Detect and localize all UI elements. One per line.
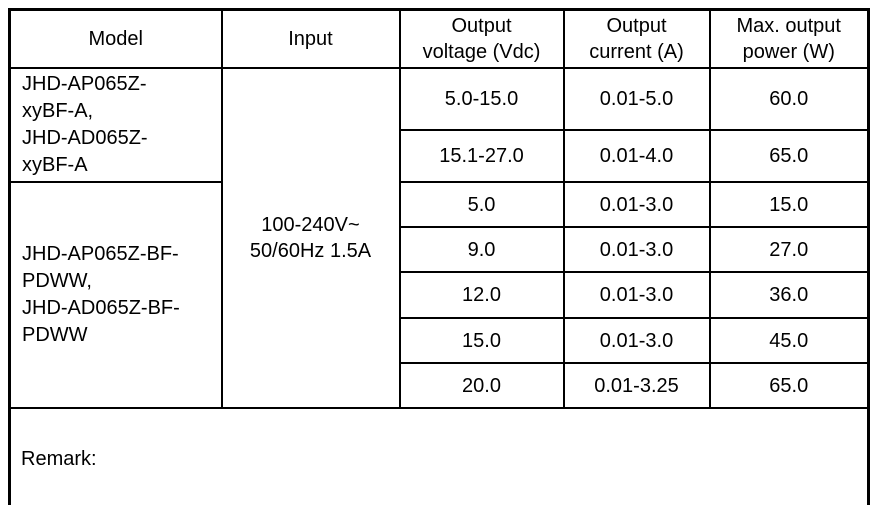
table-row: 15.0 0.01-3.0 45.0 <box>10 317 870 364</box>
table-row: 15.1-27.0 0.01-4.0 65.0 <box>10 129 870 183</box>
model-group-1-cell: JHD-AP065Z- xyBF-A, JHD-AD065Z- xyBF-A <box>8 67 223 183</box>
current-cell: 0.01-3.0 <box>562 181 711 228</box>
power-cell: 65.0 <box>708 129 870 183</box>
current-cell: 0.01-3.0 <box>562 226 711 273</box>
model-group-2-cell: JHD-AP065Z-BF- PDWW, JHD-AD065Z-BF- PDWW <box>8 181 223 409</box>
voltage-cell: 12.0 <box>398 271 565 319</box>
header-output-voltage: Output voltage (Vdc) <box>398 8 565 69</box>
table-row: 20.0 0.01-3.25 65.0 <box>10 362 870 409</box>
remark-row: Remark: “AP” in the model no. mean direc… <box>8 407 870 505</box>
input-cell: 100-240V~ 50/60Hz 1.5A <box>220 67 401 409</box>
current-cell: 0.01-3.25 <box>562 362 711 409</box>
table-row: JHD-AP065Z- xyBF-A, JHD-AD065Z- xyBF-A 1… <box>8 67 870 409</box>
current-cell: 0.01-3.0 <box>562 271 711 319</box>
header-input: Input <box>220 8 401 69</box>
voltage-cell: 5.0 <box>398 181 565 228</box>
power-cell: 60.0 <box>708 67 870 131</box>
current-cell: 0.01-5.0 <box>562 67 711 131</box>
power-cell: 27.0 <box>708 226 870 273</box>
voltage-cell: 15.1-27.0 <box>398 129 565 183</box>
voltage-cell: 20.0 <box>398 362 565 409</box>
header-output-current: Output current (A) <box>562 8 711 69</box>
power-spec-table: Model Input Output voltage (Vdc) Output … <box>8 8 870 505</box>
current-cell: 0.01-3.0 <box>562 317 711 364</box>
power-cell: 65.0 <box>708 362 870 409</box>
header-model: Model <box>8 8 223 69</box>
voltage-cell: 5.0-15.0 <box>398 67 565 131</box>
header-row: Model Input Output voltage (Vdc) Output … <box>8 8 870 69</box>
table-row: 12.0 0.01-3.0 36.0 <box>10 271 870 319</box>
table-row: 9.0 0.01-3.0 27.0 <box>10 226 870 273</box>
power-cell: 45.0 <box>708 317 870 364</box>
power-cell: 15.0 <box>708 181 870 228</box>
voltage-cell: 15.0 <box>398 317 565 364</box>
voltage-cell: 9.0 <box>398 226 565 273</box>
current-cell: 0.01-4.0 <box>562 129 711 183</box>
table-row: JHD-AP065Z-BF- PDWW, JHD-AD065Z-BF- PDWW… <box>8 181 870 409</box>
header-max-output-power: Max. output power (W) <box>708 8 870 69</box>
remark-title: Remark: <box>21 448 97 470</box>
power-cell: 36.0 <box>708 271 870 319</box>
remark-cell: Remark: “AP” in the model no. mean direc… <box>8 407 870 505</box>
